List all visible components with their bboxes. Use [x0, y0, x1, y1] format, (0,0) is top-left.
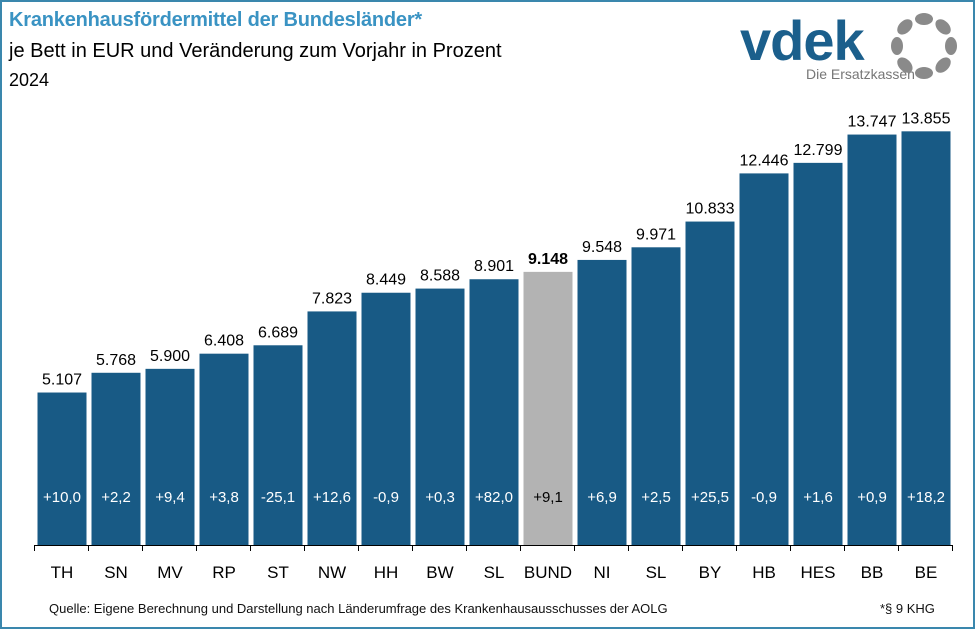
- value-label: 6.408: [204, 333, 244, 350]
- category-label: TH: [51, 563, 74, 582]
- bar-bw: [415, 288, 465, 545]
- change-label: -0,9: [373, 489, 399, 506]
- logo-ring-segment: [897, 57, 913, 73]
- category-label: BB: [861, 563, 884, 582]
- value-label: 12.799: [794, 142, 843, 159]
- bar-by: [685, 221, 735, 546]
- value-label: 12.446: [740, 152, 789, 169]
- vdek-logo: vdek Die Ersatzkassen: [740, 8, 965, 88]
- chart-subtitle: je Bett in EUR und Veränderung zum Vorja…: [9, 40, 502, 62]
- logo-tagline: Die Ersatzkassen: [806, 66, 915, 82]
- bar-sn: [91, 372, 141, 545]
- chart-year: 2024: [9, 70, 50, 90]
- logo-ring-segment: [935, 19, 951, 35]
- category-label: BE: [915, 563, 938, 582]
- value-label: 9.971: [636, 226, 676, 243]
- category-label: SL: [484, 563, 505, 582]
- value-label: 8.588: [420, 268, 460, 285]
- change-label: -25,1: [261, 489, 295, 506]
- bar-sl: [631, 247, 681, 545]
- change-label: +2,2: [101, 489, 131, 506]
- change-label: +0,9: [857, 489, 887, 506]
- bar-nw: [307, 311, 357, 545]
- logo-ring-segment: [935, 57, 951, 73]
- change-label: +0,3: [425, 489, 455, 506]
- logo-ring-icon: [891, 13, 957, 79]
- category-label: HES: [801, 563, 836, 582]
- logo-ring-segment: [915, 13, 933, 25]
- value-label: 5.900: [150, 348, 190, 365]
- change-label: +6,9: [587, 489, 617, 506]
- value-label: 13.855: [902, 110, 951, 127]
- bar-hb: [739, 173, 789, 545]
- change-label: -0,9: [751, 489, 777, 506]
- bar-bb: [847, 134, 897, 545]
- footnote: *§ 9 KHG: [880, 601, 935, 616]
- logo-ring-segment: [897, 19, 913, 35]
- category-label: BUND: [524, 563, 572, 582]
- value-label: 10.833: [686, 201, 735, 218]
- category-label: SN: [104, 563, 128, 582]
- category-label: NW: [318, 563, 346, 582]
- bar-bund: [523, 271, 573, 545]
- value-label: 13.747: [848, 114, 897, 131]
- value-label: 8.901: [474, 258, 514, 275]
- category-label: ST: [267, 563, 289, 582]
- value-label: 5.107: [42, 372, 82, 389]
- category-label: HH: [374, 563, 399, 582]
- change-label: +25,5: [691, 489, 729, 506]
- chart-title: Krankenhausfördermittel der Bundesländer…: [9, 9, 423, 31]
- category-label: HB: [752, 563, 776, 582]
- logo-wordmark: vdek: [740, 9, 865, 72]
- source-note: Quelle: Eigene Berechnung und Darstellun…: [49, 601, 668, 616]
- logo-ring-segment: [915, 67, 933, 79]
- logo-ring-segment: [891, 37, 903, 55]
- bar-sl: [469, 279, 519, 545]
- bar-th: [37, 392, 87, 545]
- value-label: 9.148: [528, 251, 568, 268]
- bar-hh: [361, 292, 411, 545]
- change-label: +18,2: [907, 489, 945, 506]
- bar-ni: [577, 259, 627, 545]
- category-label: SL: [646, 563, 667, 582]
- change-label: +9,1: [533, 489, 563, 506]
- category-label: NI: [594, 563, 611, 582]
- value-label: 9.548: [582, 239, 622, 256]
- value-label: 7.823: [312, 290, 352, 307]
- value-label: 8.449: [366, 272, 406, 289]
- value-label: 5.768: [96, 352, 136, 369]
- change-label: +12,6: [313, 489, 351, 506]
- change-label: +3,8: [209, 489, 239, 506]
- category-label: MV: [157, 563, 183, 582]
- category-label: RP: [212, 563, 236, 582]
- change-label: +1,6: [803, 489, 833, 506]
- bar-mv: [145, 368, 195, 545]
- bar-hes: [793, 162, 843, 545]
- value-label: 6.689: [258, 324, 298, 341]
- bar-rp: [199, 353, 249, 545]
- logo-ring-segment: [945, 37, 957, 55]
- change-label: +82,0: [475, 489, 513, 506]
- category-label: BY: [699, 563, 722, 582]
- change-label: +2,5: [641, 489, 671, 506]
- category-label: BW: [426, 563, 453, 582]
- bar-be: [901, 131, 951, 545]
- change-label: +10,0: [43, 489, 81, 506]
- change-label: +9,4: [155, 489, 185, 506]
- bar-st: [253, 345, 303, 545]
